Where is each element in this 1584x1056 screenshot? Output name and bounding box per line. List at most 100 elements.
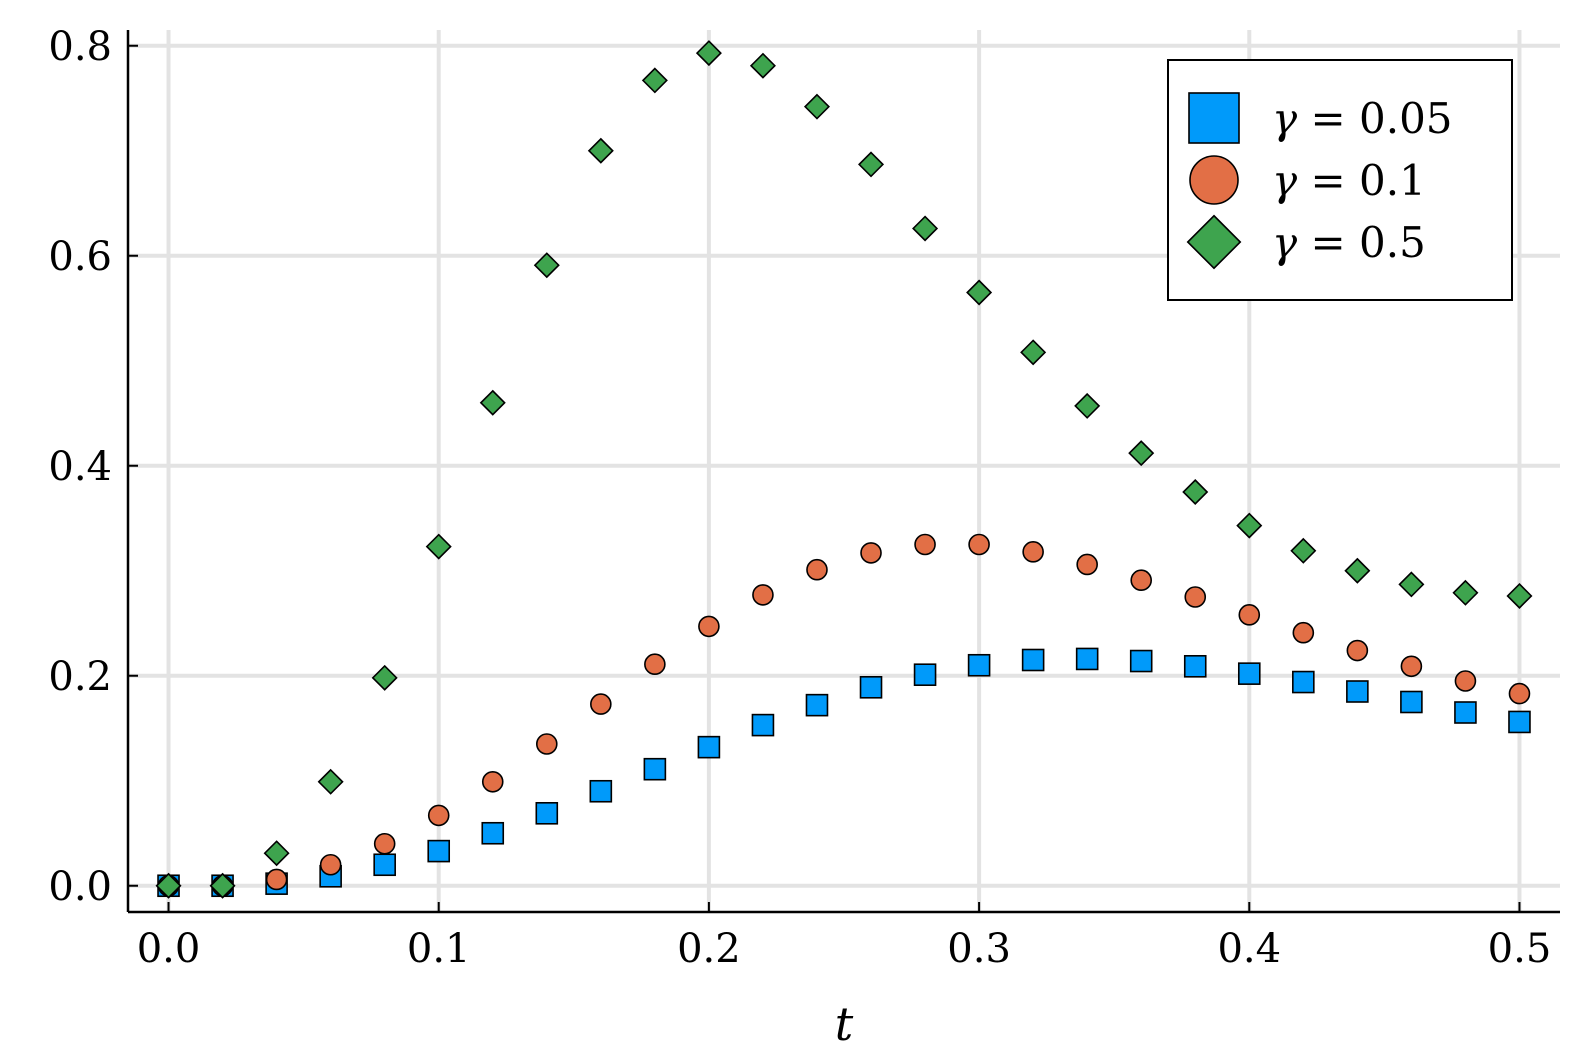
data-point-square [1508,710,1531,734]
data-point-diamond [695,40,722,67]
legend-marker-square [1188,92,1240,144]
data-point-square [427,839,451,863]
data-point-circle [644,653,666,676]
legend-label: γ = 0.1 [1272,156,1426,205]
data-point-circle [590,693,612,715]
x-tick-label: 0.5 [1488,926,1552,972]
data-point-diamond [1452,579,1479,606]
data-point-diamond [803,93,830,120]
data-point-diamond [641,67,668,94]
data-point-circle [1076,553,1098,576]
data-point-circle [1346,639,1369,662]
x-tick-label: 0.2 [677,926,741,972]
legend-items: γ = 0.05γ = 0.1γ = 0.5 [1186,92,1453,270]
data-point-circle [319,853,342,876]
data-point-diamond [479,389,506,416]
data-point-circle [752,584,774,606]
y-tick-label: 0.6 [48,234,112,280]
data-point-square [373,853,396,877]
data-point-square [1237,662,1261,685]
data-point-circle [1400,655,1423,678]
legend-label: γ = 0.5 [1272,218,1426,267]
legend-symbol: γ [1272,156,1298,205]
data-point-diamond [155,872,182,899]
data-point-square [859,675,883,699]
legend-marker-circle [1189,155,1239,205]
data-point-square [481,821,505,845]
legend-value: = 0.5 [1297,218,1426,267]
data-point-diamond [1344,557,1371,584]
data-point-circle [535,733,558,755]
data-point-diamond [1020,339,1047,366]
data-point-circle [373,832,396,855]
y-tick-label: 0.0 [48,864,112,910]
data-point-circle [860,542,882,564]
data-point-square [1129,649,1153,673]
legend-marker-diamond [1186,214,1242,270]
data-point-circle [1292,621,1315,644]
data-point-diamond [1506,582,1533,609]
data-point-diamond [749,52,776,79]
data-point-circle [1508,682,1531,705]
data-point-square [643,757,667,781]
data-point-diamond [1290,537,1317,564]
legend-symbol: γ [1272,218,1298,267]
data-point-diamond [1398,571,1425,598]
data-point-square [1454,701,1477,724]
y-tick-label: 0.4 [48,444,112,490]
data-point-square [589,779,613,803]
legend: γ = 0.05γ = 0.1γ = 0.5 [1167,59,1513,301]
data-point-diamond [966,279,993,306]
data-point-diamond [317,768,344,795]
data-point-circle [806,558,828,581]
series-diamond [155,40,1533,899]
y-tick-label: 0.2 [48,654,112,700]
data-point-circle [481,770,504,793]
data-point-diamond [858,151,885,178]
data-point-diamond [1074,392,1101,419]
data-point-circle [968,533,990,556]
data-point-diamond [371,664,398,691]
data-point-circle [914,533,936,556]
data-point-square [913,663,937,687]
data-point-circle [427,804,450,827]
data-point-diamond [587,137,614,164]
data-point-square [697,735,721,759]
data-point-diamond [912,215,939,242]
legend-symbol: γ [1272,94,1298,143]
data-point-square [1075,647,1099,671]
data-point-square [1021,648,1045,672]
y-tick-label: 0.8 [48,24,112,70]
x-tick-label: 0.0 [137,926,201,972]
data-point-square [1346,680,1369,703]
data-point-square [1292,670,1315,694]
data-point-circle [1022,541,1044,563]
x-axis-label: t [835,997,854,1051]
data-point-square [967,653,991,677]
data-point-square [805,693,829,717]
data-point-diamond [425,533,452,560]
data-point-circle [1130,569,1153,592]
data-point-square [535,801,559,825]
x-tick-label: 0.3 [947,926,1011,972]
data-point-circle [1454,670,1477,692]
x-tick-label: 0.1 [407,926,471,972]
data-point-square [1183,654,1207,678]
tick-marks [128,44,1521,912]
data-point-diamond [1236,512,1263,539]
x-tick-label: 0.4 [1217,926,1281,972]
data-point-square [751,713,775,737]
data-point-circle [1184,586,1207,608]
legend-value: = 0.1 [1297,156,1426,205]
data-point-circle [698,615,720,638]
data-point-circle [265,868,288,891]
data-point-square [1400,690,1423,714]
data-point-diamond [209,872,236,899]
data-point-diamond [263,840,290,867]
data-points [155,40,1533,899]
legend-label: γ = 0.05 [1272,94,1453,143]
data-point-diamond [1128,440,1155,467]
data-point-circle [1238,604,1261,626]
axes [126,30,1560,914]
